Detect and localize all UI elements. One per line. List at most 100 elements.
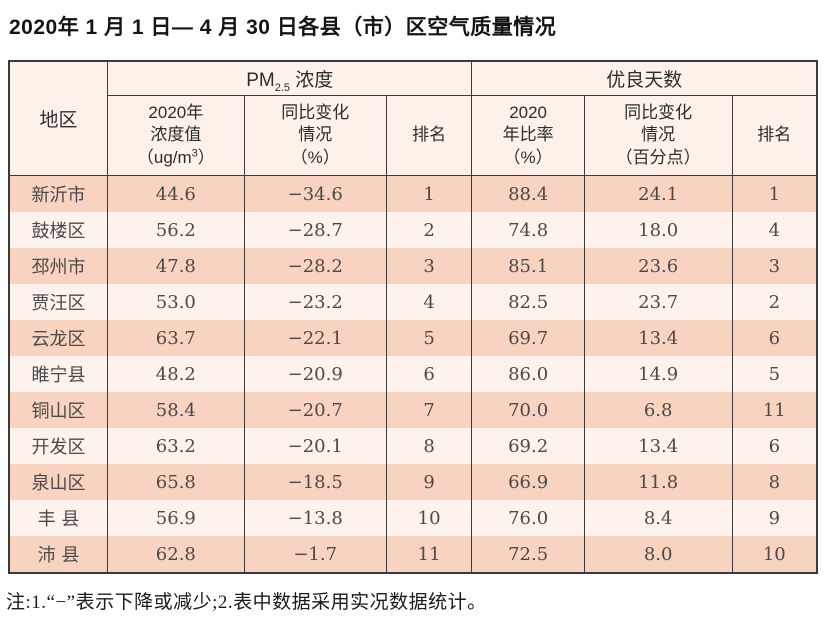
region-cell: 新沂市: [8, 175, 109, 212]
table-row: 开发区 63.2 −20.1 8 69.2 13.4 6: [8, 428, 818, 464]
good-rank-cell: 2: [731, 284, 818, 320]
good-rate-cell: 85.1: [471, 248, 585, 284]
pm25-value-label-superscript: 3: [191, 147, 198, 160]
pm25-value-cell: 65.8: [107, 464, 245, 500]
good-rank-cell: 10: [731, 536, 818, 573]
col-header-pm25-rank: 排名: [385, 95, 473, 176]
table-row: 贾汪区 53.0 −23.2 4 82.5 23.7 2: [8, 284, 818, 320]
pm25-change-cell: −13.8: [243, 500, 387, 536]
table-sub-header-row: 2020年 浓度值 （ug/m3） 同比变化 情况 （%） 排名 2020 年比…: [9, 95, 818, 176]
col-header-good-rate: 2020 年比率 （%）: [471, 95, 585, 176]
pm25-value-cell: 62.8: [107, 536, 245, 573]
region-cell: 贾汪区: [8, 284, 109, 320]
good-rate-cell: 74.8: [471, 212, 585, 248]
good-change-cell: 18.0: [583, 212, 733, 248]
table-body: 新沂市 44.6 −34.6 1 88.4 24.1 1 鼓楼区 56.2 −28.7 2 74.8 1…: [8, 175, 818, 573]
region-cell: 云龙区: [8, 320, 109, 356]
good-change-cell: 23.6: [583, 248, 733, 284]
good-rate-cell: 66.9: [471, 464, 585, 500]
good-rank-cell: 11: [731, 392, 818, 428]
good-rank-cell: 6: [731, 320, 818, 356]
pm25-value-label-close: ）: [197, 147, 215, 167]
table-row: 丰 县 56.9 −13.8 10 76.0 8.4 9: [8, 500, 818, 536]
good-change-cell: 6.8: [583, 392, 733, 428]
air-quality-table: 地区 PM2.5 浓度 优良天数 2020年 浓度值 （ug/m3） 同比变化 …: [8, 60, 818, 574]
col-group-pm25: PM2.5 浓度: [107, 60, 473, 96]
pm25-group-label-prefix: PM: [246, 70, 275, 91]
good-rate-cell: 76.0: [471, 500, 585, 536]
table-row: 云龙区 63.7 −22.1 5 69.7 13.4 6: [8, 320, 818, 356]
pm25-rank-cell: 9: [385, 464, 473, 500]
col-header-good-change: 同比变化 情况 （百分点）: [583, 95, 733, 176]
table-row: 邳州市 47.8 −28.2 3 85.1 23.6 3: [8, 248, 818, 284]
good-rate-cell: 72.5: [471, 536, 585, 573]
pm25-rank-cell: 10: [385, 500, 473, 536]
pm25-change-cell: −23.2: [243, 284, 387, 320]
pm25-group-label-suffix: 浓度: [290, 70, 334, 91]
col-header-region: 地区: [8, 60, 109, 176]
table-row: 新沂市 44.6 −34.6 1 88.4 24.1 1: [8, 175, 818, 212]
good-rate-cell: 88.4: [471, 175, 585, 212]
pm25-rank-cell: 4: [385, 284, 473, 320]
pm25-value-cell: 63.7: [107, 320, 245, 356]
pm25-rank-cell: 5: [385, 320, 473, 356]
table-row: 鼓楼区 56.2 −28.7 2 74.8 18.0 4: [8, 212, 818, 248]
region-cell: 邳州市: [8, 248, 109, 284]
good-rate-cell: 70.0: [471, 392, 585, 428]
pm25-group-label-subscript: 2.5: [274, 81, 291, 94]
pm25-rank-cell: 1: [385, 175, 473, 212]
good-rate-cell: 86.0: [471, 356, 585, 392]
pm25-change-cell: −20.7: [243, 392, 387, 428]
region-cell: 睢宁县: [8, 356, 109, 392]
pm25-change-cell: −18.5: [243, 464, 387, 500]
table-row: 铜山区 58.4 −20.7 7 70.0 6.8 11: [8, 392, 818, 428]
pm25-value-cell: 47.8: [107, 248, 245, 284]
page-title: 2020年 1 月 1 日— 4 月 30 日各县（市）区空气质量情况: [9, 16, 557, 39]
pm25-rank-cell: 6: [385, 356, 473, 392]
good-change-cell: 8.4: [583, 500, 733, 536]
footnote: 注:1.“−”表示下降或减少;2.表中数据采用实况数据统计。: [6, 592, 487, 613]
pm25-value-cell: 48.2: [107, 356, 245, 392]
region-cell: 丰 县: [8, 500, 109, 536]
col-header-good-rank: 排名: [731, 95, 818, 176]
good-rank-cell: 1: [731, 175, 818, 212]
pm25-change-cell: −1.7: [243, 536, 387, 573]
good-change-cell: 11.8: [583, 464, 733, 500]
region-cell: 鼓楼区: [8, 212, 109, 248]
good-rank-cell: 4: [731, 212, 818, 248]
region-cell: 铜山区: [8, 392, 109, 428]
table-row: 泉山区 65.8 −18.5 9 66.9 11.8 8: [8, 464, 818, 500]
pm25-rank-cell: 2: [385, 212, 473, 248]
col-header-pm25-value: 2020年 浓度值 （ug/m3）: [107, 95, 245, 176]
table-row: 沛 县 62.8 −1.7 11 72.5 8.0 10: [8, 536, 818, 573]
pm25-change-cell: −28.7: [243, 212, 387, 248]
good-rate-cell: 69.7: [471, 320, 585, 356]
pm25-change-cell: −34.6: [243, 175, 387, 212]
pm25-value-cell: 58.4: [107, 392, 245, 428]
pm25-rank-cell: 7: [385, 392, 473, 428]
region-cell: 沛 县: [8, 536, 109, 573]
good-change-cell: 13.4: [583, 428, 733, 464]
good-rank-cell: 9: [731, 500, 818, 536]
good-rank-cell: 3: [731, 248, 818, 284]
good-rank-cell: 5: [731, 356, 818, 392]
region-cell: 开发区: [8, 428, 109, 464]
pm25-change-cell: −20.1: [243, 428, 387, 464]
pm25-value-cell: 44.6: [107, 175, 245, 212]
good-change-cell: 8.0: [583, 536, 733, 573]
good-change-cell: 24.1: [583, 175, 733, 212]
pm25-rank-cell: 3: [385, 248, 473, 284]
pm25-value-cell: 56.2: [107, 212, 245, 248]
good-rank-cell: 8: [731, 464, 818, 500]
pm25-change-cell: −28.2: [243, 248, 387, 284]
pm25-value-cell: 56.9: [107, 500, 245, 536]
table-group-header-row: 地区 PM2.5 浓度 优良天数: [8, 60, 818, 176]
good-rate-cell: 69.2: [471, 428, 585, 464]
good-change-cell: 13.4: [583, 320, 733, 356]
pm25-rank-cell: 11: [385, 536, 473, 573]
good-change-cell: 14.9: [583, 356, 733, 392]
region-cell: 泉山区: [8, 464, 109, 500]
good-rate-cell: 82.5: [471, 284, 585, 320]
pm25-rank-cell: 8: [385, 428, 473, 464]
